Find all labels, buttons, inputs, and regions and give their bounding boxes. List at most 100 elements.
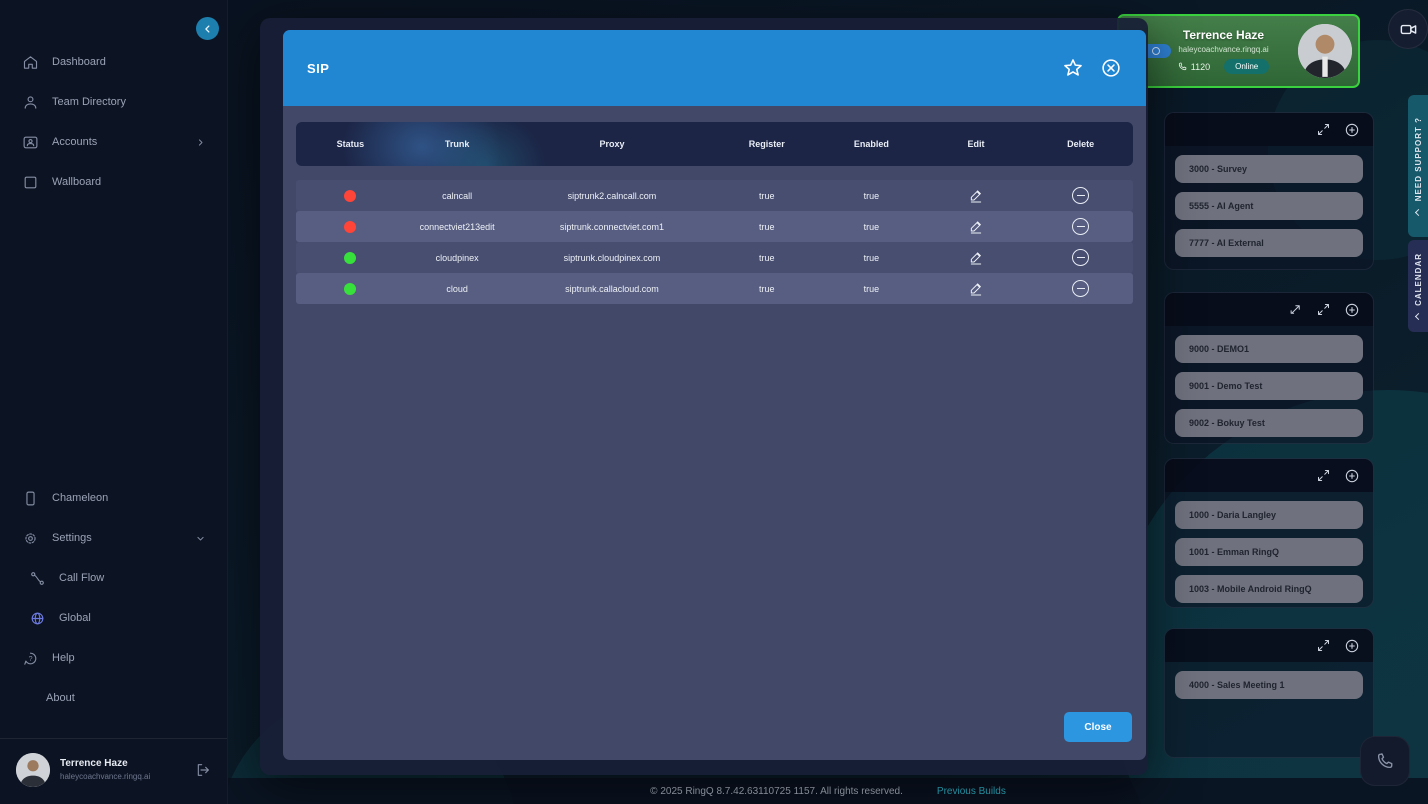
add-button[interactable] bbox=[1344, 302, 1360, 318]
sidebar-nav-top: Dashboard Team Directory Accounts bbox=[0, 42, 227, 202]
delete-button[interactable] bbox=[1072, 280, 1090, 297]
edit-button[interactable] bbox=[968, 219, 984, 235]
column-header: Delete bbox=[1067, 139, 1095, 149]
edit-pencil-icon bbox=[968, 188, 984, 204]
sidebar-item-wallboard[interactable]: Wallboard bbox=[0, 162, 227, 202]
expand-button[interactable] bbox=[1316, 468, 1331, 483]
add-circle-icon bbox=[1344, 302, 1360, 318]
logout-icon bbox=[195, 762, 211, 778]
column-header: Status bbox=[336, 139, 365, 149]
favorite-button[interactable] bbox=[1062, 57, 1084, 79]
extension-item[interactable]: 9001 - Demo Test bbox=[1175, 372, 1363, 400]
extensions-card-users: 1000 - Daria Langley 1001 - Emman RingQ … bbox=[1164, 458, 1374, 608]
extension-item[interactable]: 5555 - AI Agent bbox=[1175, 192, 1363, 220]
expand-button[interactable] bbox=[1316, 638, 1331, 653]
proxy-cell: siptrunk2.calncall.com bbox=[567, 190, 657, 201]
add-button[interactable] bbox=[1344, 638, 1360, 654]
trunk-cell: cloudpinex bbox=[435, 252, 479, 263]
edit-button[interactable] bbox=[968, 250, 984, 266]
add-button[interactable] bbox=[1344, 122, 1360, 138]
sidebar-item-dashboard[interactable]: Dashboard bbox=[0, 42, 227, 82]
extension-item[interactable]: 7777 - AI External bbox=[1175, 229, 1363, 257]
badge-icon bbox=[1152, 47, 1160, 55]
avatar[interactable] bbox=[16, 752, 50, 787]
user-email: haleycoachvance.ringq.ai bbox=[60, 772, 151, 781]
delete-button[interactable] bbox=[1072, 249, 1090, 266]
sidebar-item-label: Team Directory bbox=[52, 96, 126, 108]
transfer-button[interactable] bbox=[1288, 302, 1303, 317]
proxy-cell: siptrunk.cloudpinex.com bbox=[563, 252, 661, 263]
info-badge bbox=[1141, 44, 1171, 58]
card-header bbox=[1165, 629, 1373, 662]
profile-avatar[interactable] bbox=[1298, 24, 1352, 78]
id-card-icon bbox=[21, 133, 39, 151]
chevron-left-icon bbox=[203, 24, 213, 34]
column-header: Enabled bbox=[853, 139, 889, 149]
sidebar-item-settings[interactable]: Settings bbox=[0, 518, 227, 558]
calendar-tab[interactable]: CALENDAR bbox=[1408, 240, 1428, 332]
sidebar-item-global[interactable]: Global bbox=[0, 598, 227, 638]
sidebar-item-label: Help bbox=[52, 652, 75, 664]
footer: © 2025 RingQ 8.7.42.63110725 1157. All r… bbox=[228, 778, 1428, 804]
video-call-icon bbox=[1399, 20, 1418, 39]
expand-icon bbox=[1316, 302, 1331, 317]
delete-button[interactable] bbox=[1072, 187, 1090, 204]
table-body: calncall siptrunk2.calncall.com true tru… bbox=[296, 180, 1133, 304]
extension-item[interactable]: 3000 - Survey bbox=[1175, 155, 1363, 183]
expand-button[interactable] bbox=[1316, 302, 1331, 317]
status-dot bbox=[344, 282, 357, 295]
table-header-row: Status Trunk Proxy Register Enabled Edit… bbox=[296, 122, 1133, 166]
sidebar-item-call-flow[interactable]: Call Flow bbox=[0, 558, 227, 598]
column-header: Register bbox=[748, 139, 785, 149]
table-row: connectviet213edit siptrunk.connectviet.… bbox=[296, 211, 1133, 242]
sidebar-item-team-directory[interactable]: Team Directory bbox=[0, 82, 227, 122]
register-cell: true bbox=[759, 252, 775, 263]
edit-pencil-icon bbox=[968, 219, 984, 235]
user-info: Terrence Haze haleycoachvance.ringq.ai bbox=[60, 758, 150, 781]
add-circle-icon bbox=[1344, 122, 1360, 138]
trunk-cell: calncall bbox=[442, 190, 473, 201]
sidebar-item-chameleon[interactable]: Chameleon bbox=[0, 478, 227, 518]
add-button[interactable] bbox=[1344, 468, 1360, 484]
extension-item[interactable]: 9002 - Bokuy Test bbox=[1175, 409, 1363, 437]
modal-header: SIP bbox=[283, 30, 1146, 106]
sidebar-item-help[interactable]: ? Help bbox=[0, 638, 227, 678]
extension-item[interactable]: 4000 - Sales Meeting 1 bbox=[1175, 671, 1363, 699]
delete-button[interactable] bbox=[1072, 218, 1090, 235]
table-row: cloudpinex siptrunk.cloudpinex.com true … bbox=[296, 242, 1133, 273]
logout-button[interactable] bbox=[195, 762, 211, 778]
extensions-card-demo: 9000 - DEMO1 9001 - Demo Test 9002 - Bok… bbox=[1164, 292, 1374, 444]
sidebar-item-label: Chameleon bbox=[52, 492, 109, 504]
extension-item[interactable]: 1001 - Emman RingQ bbox=[1175, 538, 1363, 566]
sidebar-collapse-button[interactable] bbox=[196, 17, 219, 40]
mobile-icon bbox=[21, 489, 39, 507]
expand-button[interactable] bbox=[1316, 122, 1331, 137]
extension-item[interactable]: 1000 - Daria Langley bbox=[1175, 501, 1363, 529]
edit-button[interactable] bbox=[968, 281, 984, 297]
modal-close-button[interactable]: Close bbox=[1064, 712, 1132, 742]
sidebar-item-label: Call Flow bbox=[59, 572, 105, 584]
gear-icon bbox=[21, 529, 39, 547]
sidebar-item-accounts[interactable]: Accounts bbox=[0, 122, 227, 162]
remove-circle-icon bbox=[1072, 249, 1090, 266]
previous-builds-link[interactable]: Previous Builds bbox=[936, 785, 1006, 797]
svg-text:?: ? bbox=[28, 654, 32, 662]
tab-label: NEED SUPPORT ? bbox=[1413, 116, 1423, 202]
modal-close-icon-button[interactable] bbox=[1100, 57, 1122, 79]
video-call-button[interactable] bbox=[1388, 9, 1428, 49]
phone-small-icon bbox=[1178, 62, 1187, 71]
profile-texts: Terrence Haze haleycoachvance.ringq.ai 1… bbox=[1149, 28, 1298, 74]
sidebar-item-about[interactable]: About bbox=[0, 678, 227, 718]
extension-item[interactable]: 9000 - DEMO1 bbox=[1175, 335, 1363, 363]
extension-item[interactable]: 1003 - Mobile Android RingQ bbox=[1175, 575, 1363, 603]
phone-button[interactable] bbox=[1360, 736, 1410, 786]
need-support-tab[interactable]: NEED SUPPORT ? bbox=[1408, 95, 1428, 237]
profile-name: Terrence Haze bbox=[1182, 28, 1265, 42]
column-header: Proxy bbox=[599, 139, 625, 149]
tab-label: CALENDAR bbox=[1413, 252, 1423, 306]
edit-button[interactable] bbox=[968, 188, 984, 204]
status-badge[interactable]: Online bbox=[1224, 59, 1270, 74]
register-cell: true bbox=[759, 283, 775, 294]
sip-trunks-table: Status Trunk Proxy Register Enabled Edit… bbox=[296, 122, 1133, 304]
